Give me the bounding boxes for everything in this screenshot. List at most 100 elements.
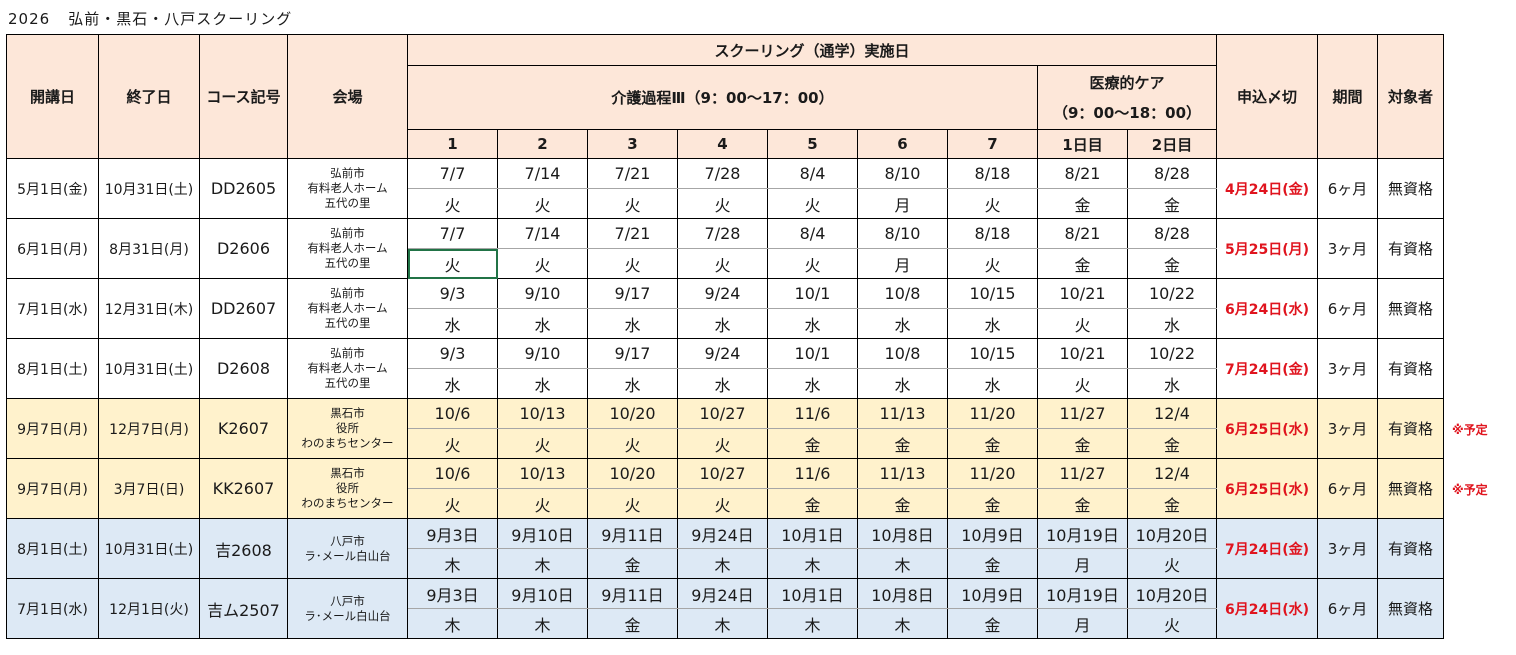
deadline-cell[interactable]: 7月24日(金) xyxy=(1216,518,1318,579)
session-date-cell[interactable]: 10月19日 xyxy=(1037,578,1128,609)
course-code-cell[interactable]: 吉2608 xyxy=(199,518,288,579)
session-date-cell[interactable]: 10/8 xyxy=(857,338,948,369)
session-weekday-cell[interactable]: 火 xyxy=(407,428,498,459)
start-date-cell[interactable]: 7月1日(水) xyxy=(6,278,99,339)
session-weekday-cell[interactable]: 金 xyxy=(857,488,948,519)
session-weekday-cell[interactable]: 木 xyxy=(767,548,858,579)
session-date-cell[interactable]: 10/6 xyxy=(407,458,498,489)
session-weekday-cell[interactable]: 火 xyxy=(1127,608,1217,639)
course-code-cell[interactable]: K2607 xyxy=(199,398,288,459)
session-weekday-cell[interactable]: 金 xyxy=(1127,188,1217,219)
session-weekday-cell[interactable]: 火 xyxy=(677,248,768,279)
deadline-cell[interactable]: 4月24日(金) xyxy=(1216,158,1318,219)
session-date-cell[interactable]: 11/6 xyxy=(767,398,858,429)
session-date-cell[interactable]: 8/18 xyxy=(947,218,1038,249)
session-weekday-cell[interactable]: 金 xyxy=(947,428,1038,459)
session-date-cell[interactable]: 7/28 xyxy=(677,218,768,249)
session-weekday-cell[interactable]: 水 xyxy=(1127,368,1217,399)
session-weekday-cell[interactable]: 水 xyxy=(857,368,948,399)
start-date-cell[interactable]: 8月1日(土) xyxy=(6,338,99,399)
session-weekday-cell[interactable]: 月 xyxy=(857,188,948,219)
session-weekday-cell[interactable]: 金 xyxy=(1037,248,1128,279)
session-date-cell[interactable]: 10月20日 xyxy=(1127,518,1217,549)
session-weekday-cell[interactable]: 金 xyxy=(1127,488,1217,519)
session-weekday-cell[interactable]: 水 xyxy=(407,368,498,399)
session-date-cell[interactable]: 8/10 xyxy=(857,158,948,189)
session-date-cell[interactable]: 8/4 xyxy=(767,158,858,189)
session-date-cell[interactable]: 9月10日 xyxy=(497,578,588,609)
session-date-cell[interactable]: 10/21 xyxy=(1037,338,1128,369)
session-date-cell[interactable]: 9/24 xyxy=(677,338,768,369)
session-date-cell[interactable]: 8/28 xyxy=(1127,158,1217,189)
target-cell[interactable]: 無資格 xyxy=(1377,158,1444,219)
end-date-cell[interactable]: 8月31日(月) xyxy=(98,218,200,279)
session-weekday-cell[interactable]: 火 xyxy=(587,188,678,219)
session-date-cell[interactable]: 10/20 xyxy=(587,398,678,429)
session-date-cell[interactable]: 10月20日 xyxy=(1127,578,1217,609)
session-date-cell[interactable]: 10/21 xyxy=(1037,278,1128,309)
venue-cell[interactable]: 黒石市 役所 わのまちセンター xyxy=(287,398,408,459)
session-weekday-cell[interactable]: 金 xyxy=(767,488,858,519)
session-weekday-cell[interactable]: 金 xyxy=(1037,488,1128,519)
session-date-cell[interactable]: 8/4 xyxy=(767,218,858,249)
session-date-cell[interactable]: 11/13 xyxy=(857,458,948,489)
deadline-cell[interactable]: 7月24日(金) xyxy=(1216,338,1318,399)
session-date-cell[interactable]: 9/17 xyxy=(587,338,678,369)
deadline-cell[interactable]: 6月25日(水) xyxy=(1216,398,1318,459)
target-cell[interactable]: 有資格 xyxy=(1377,338,1444,399)
session-date-cell[interactable]: 9月3日 xyxy=(407,578,498,609)
session-date-cell[interactable]: 10月8日 xyxy=(857,578,948,609)
course-code-cell[interactable]: DD2605 xyxy=(199,158,288,219)
venue-cell[interactable]: 八戸市 ラ･メール白山台 xyxy=(287,518,408,579)
session-weekday-cell[interactable]: 火 xyxy=(587,488,678,519)
period-cell[interactable]: 6ヶ月 xyxy=(1317,458,1378,519)
session-weekday-cell[interactable]: 水 xyxy=(947,368,1038,399)
session-date-cell[interactable]: 11/20 xyxy=(947,458,1038,489)
session-weekday-cell[interactable]: 月 xyxy=(1037,608,1128,639)
session-date-cell[interactable]: 7/21 xyxy=(587,158,678,189)
session-weekday-cell[interactable]: 火 xyxy=(1037,368,1128,399)
session-weekday-cell[interactable]: 水 xyxy=(947,308,1038,339)
session-weekday-cell[interactable]: 木 xyxy=(497,548,588,579)
end-date-cell[interactable]: 12月31日(木) xyxy=(98,278,200,339)
session-weekday-cell[interactable]: 木 xyxy=(857,548,948,579)
session-weekday-cell[interactable]: 火 xyxy=(497,488,588,519)
session-weekday-cell[interactable]: 火 xyxy=(677,428,768,459)
end-date-cell[interactable]: 12月1日(火) xyxy=(98,578,200,639)
end-date-cell[interactable]: 10月31日(土) xyxy=(98,158,200,219)
deadline-cell[interactable]: 6月24日(水) xyxy=(1216,578,1318,639)
session-date-cell[interactable]: 11/13 xyxy=(857,398,948,429)
session-weekday-cell[interactable]: 月 xyxy=(1037,548,1128,579)
session-date-cell[interactable]: 9月11日 xyxy=(587,518,678,549)
session-date-cell[interactable]: 9月3日 xyxy=(407,518,498,549)
venue-cell[interactable]: 八戸市 ラ･メール白山台 xyxy=(287,578,408,639)
session-date-cell[interactable]: 10月9日 xyxy=(947,518,1038,549)
session-weekday-cell[interactable]: 木 xyxy=(677,548,768,579)
session-weekday-cell[interactable]: 木 xyxy=(767,608,858,639)
session-weekday-cell[interactable]: 金 xyxy=(947,608,1038,639)
session-date-cell[interactable]: 8/28 xyxy=(1127,218,1217,249)
session-date-cell[interactable]: 9/3 xyxy=(407,338,498,369)
session-weekday-cell[interactable]: 火 xyxy=(497,428,588,459)
session-weekday-cell[interactable]: 水 xyxy=(587,368,678,399)
target-cell[interactable]: 有資格 xyxy=(1377,398,1444,459)
period-cell[interactable]: 6ヶ月 xyxy=(1317,578,1378,639)
session-date-cell[interactable]: 9月24日 xyxy=(677,518,768,549)
session-date-cell[interactable]: 11/20 xyxy=(947,398,1038,429)
end-date-cell[interactable]: 10月31日(土) xyxy=(98,518,200,579)
session-weekday-cell[interactable]: 火 xyxy=(947,248,1038,279)
session-weekday-cell[interactable]: 火 xyxy=(767,188,858,219)
session-weekday-cell[interactable]: 火 xyxy=(587,248,678,279)
course-code-cell[interactable]: D2608 xyxy=(199,338,288,399)
session-date-cell[interactable]: 8/10 xyxy=(857,218,948,249)
session-date-cell[interactable]: 8/21 xyxy=(1037,158,1128,189)
session-date-cell[interactable]: 9/10 xyxy=(497,338,588,369)
session-weekday-cell[interactable]: 火 xyxy=(767,248,858,279)
period-cell[interactable]: 6ヶ月 xyxy=(1317,158,1378,219)
period-cell[interactable]: 3ヶ月 xyxy=(1317,338,1378,399)
deadline-cell[interactable]: 5月25日(月) xyxy=(1216,218,1318,279)
session-weekday-cell[interactable]: 水 xyxy=(767,368,858,399)
start-date-cell[interactable]: 8月1日(土) xyxy=(6,518,99,579)
session-weekday-cell[interactable]: 火 xyxy=(497,188,588,219)
course-code-cell[interactable]: 吉ム2507 xyxy=(199,578,288,639)
